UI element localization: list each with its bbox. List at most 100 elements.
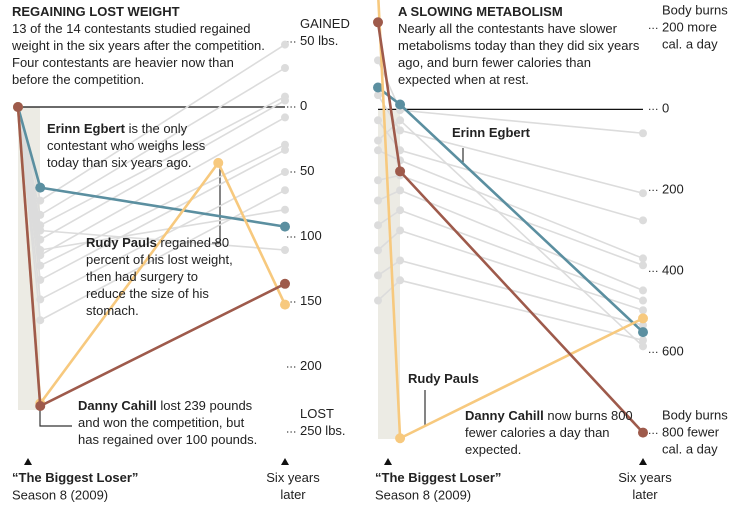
data-point [396, 186, 405, 195]
data-point [639, 261, 647, 270]
data-point [374, 146, 382, 155]
chart-title: A SLOWING METABOLISM [398, 4, 563, 19]
y-tick-label-line: cal. a day [662, 37, 718, 52]
y-tick-label: 100 [300, 228, 322, 243]
data-point [638, 313, 648, 324]
x-tick-sublabel: Season 8 (2009) [375, 487, 471, 502]
y-tick-label: GAINED 50 lbs. [300, 16, 350, 48]
annotation-name: Rudy Pauls [86, 235, 157, 250]
data-point [639, 321, 647, 330]
annotation-text: is the only contestant who weighs less t… [47, 121, 206, 170]
y-tick-label: 0 [300, 98, 307, 113]
y-tick-label: Body burns 200 more cal. a day [662, 3, 728, 52]
series-line [377, 149, 644, 260]
x-tick-label: “The Biggest Loser” [12, 470, 138, 485]
finale-band [378, 109, 400, 439]
x-tick-label-line: Six years [266, 470, 320, 485]
x-tick-label-line: “The Biggest Loser” [375, 470, 501, 485]
data-point [639, 216, 647, 225]
x-tick-label: Six years later [618, 470, 672, 502]
annotation-name: Rudy Pauls [408, 371, 479, 386]
data-point [373, 82, 383, 93]
data-point [374, 246, 382, 255]
annotation-text: lost 239 pounds and won the competition,… [78, 398, 258, 447]
data-point [280, 299, 290, 310]
y-tick-label: 400 [662, 263, 684, 278]
y-tick-label-line: 0 [300, 98, 307, 113]
data-point [639, 189, 647, 198]
data-point [374, 296, 382, 305]
y-tick-label-line: 800 fewer [662, 425, 720, 440]
y-tick-label-line: GAINED [300, 16, 350, 31]
annotation-text: regained 80 percent of his lost weight, … [86, 235, 233, 318]
data-point [374, 136, 382, 145]
data-point [396, 226, 405, 235]
y-tick-label: 0 [662, 101, 669, 116]
chart-title: REGAINING LOST WEIGHT [12, 4, 180, 19]
annotation-leader [39, 410, 72, 427]
annotation: Rudy Pauls [408, 370, 528, 387]
data-point [639, 296, 647, 305]
data-point [281, 145, 289, 154]
data-point [638, 427, 648, 438]
y-tick-label: 200 [662, 182, 684, 197]
data-point [281, 113, 289, 122]
y-tick-label-line: 0 [662, 101, 669, 116]
data-point [396, 206, 405, 215]
data-point [374, 271, 382, 280]
y-tick-label-line: cal. a day [662, 442, 718, 457]
data-point [374, 196, 382, 205]
annotation: Danny Cahill lost 239 pounds and won the… [78, 397, 268, 448]
data-point [36, 246, 45, 254]
data-point [395, 433, 406, 444]
x-tick-label-line: “The Biggest Loser” [12, 470, 138, 485]
x-tick-label: Six years later [266, 470, 320, 502]
data-point [281, 246, 289, 254]
x-tick-label-line: later [280, 487, 306, 502]
data-point [639, 336, 647, 345]
y-tick-label-line: 100 [300, 228, 322, 243]
data-point [374, 176, 382, 185]
x-tick-sublabel: Season 8 (2009) [12, 487, 108, 502]
y-tick-label-line: LOST [300, 406, 334, 421]
y-tick-label-line: 200 [300, 358, 322, 373]
y-tick-label-line: 250 lbs. [300, 423, 346, 438]
data-point [280, 221, 290, 232]
y-tick-label: 150 [300, 293, 322, 308]
x-tick-marker [281, 458, 289, 465]
annotation-text: now burns 800 fewer calories a day than … [465, 408, 633, 457]
data-point [639, 286, 647, 295]
data-point [281, 168, 289, 176]
y-tick-label-line: 50 lbs. [300, 33, 338, 48]
annotation-name: Erinn Egbert [47, 121, 126, 136]
data-point [396, 276, 405, 285]
data-point [639, 129, 647, 138]
x-tick-label: “The Biggest Loser” [375, 470, 501, 485]
annotation-name: Erinn Egbert [452, 125, 531, 140]
y-tick-label-line: Body burns [662, 408, 728, 423]
data-point [35, 182, 46, 193]
y-tick-label: LOST 250 lbs. [300, 406, 346, 438]
data-point [281, 205, 289, 214]
data-point [281, 96, 289, 105]
x-tick-marker [24, 458, 32, 465]
y-tick-label-line: 400 [662, 263, 684, 278]
data-point [395, 99, 406, 110]
y-tick-label-line: 600 [662, 344, 684, 359]
annotation: Rudy Pauls regained 80 percent of his lo… [86, 234, 238, 319]
data-point [280, 278, 290, 289]
annotation-leader [212, 168, 221, 244]
data-point [36, 226, 45, 235]
y-tick-label: Body burns 800 fewer cal. a day [662, 408, 728, 457]
data-point [373, 17, 383, 28]
data-point [374, 91, 382, 100]
x-tick-marker [639, 458, 647, 465]
chart-subtitle: 13 of the 14 contestants studied regaine… [12, 21, 265, 87]
data-point [281, 186, 289, 195]
series-line [377, 259, 644, 327]
data-point [396, 256, 405, 265]
data-point [639, 342, 647, 351]
y-tick-label-line: 150 [300, 293, 322, 308]
